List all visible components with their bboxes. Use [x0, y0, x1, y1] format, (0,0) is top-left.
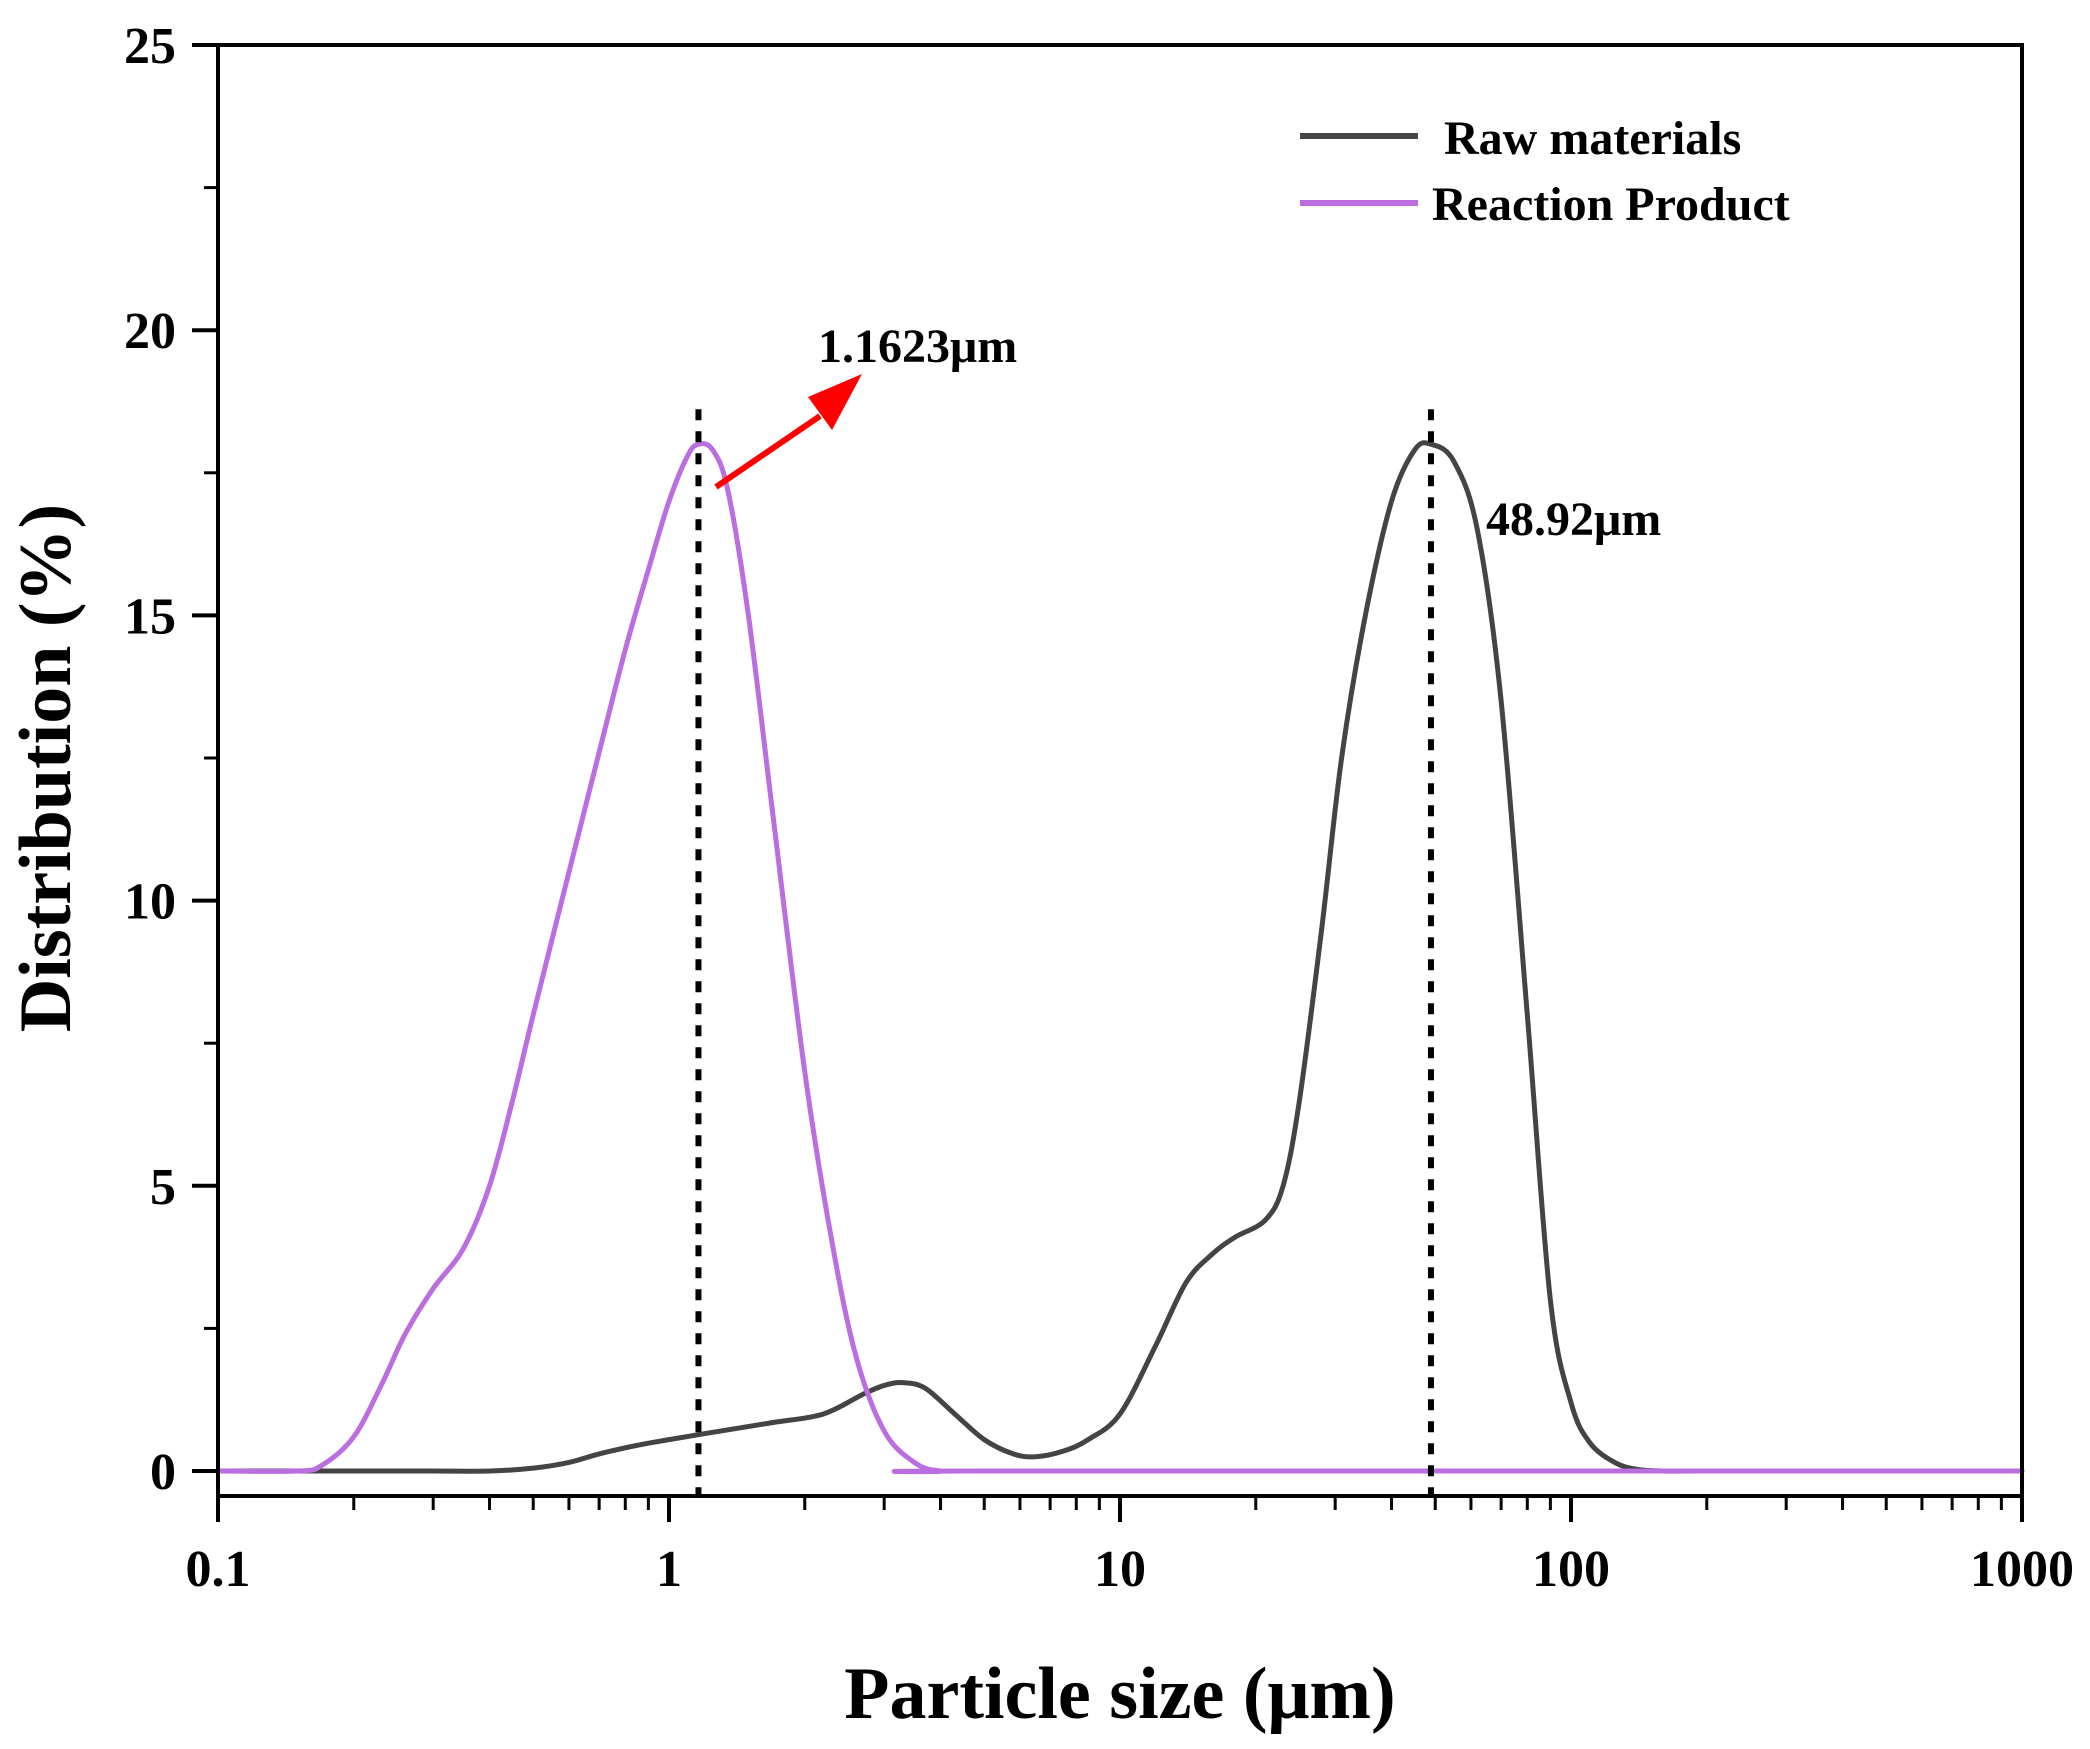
- series-line-raw-materials: [215, 440, 2025, 1474]
- annotation-label-raw-peak: 48.92μm: [1486, 493, 1661, 546]
- y-tick-label-10: 10: [124, 874, 176, 931]
- legend: Raw materials Reaction Product: [1300, 112, 1790, 231]
- x-tick-label-1: 1: [656, 1541, 682, 1598]
- x-axis-title: Particle size (μm): [844, 1653, 1395, 1735]
- annotation-label-product-peak: 1.1623μm: [818, 320, 1017, 373]
- y-tick-label-5: 5: [150, 1159, 176, 1216]
- annotations: 1.1623μm 48.92μm: [714, 320, 1661, 546]
- y-tick-label-0: 0: [150, 1444, 176, 1501]
- plot-frame: [216, 43, 2024, 1498]
- axes-layer: 0 5 10 15 20 25 0.1 1 10 100 1000: [124, 18, 2074, 1598]
- x-tick-label-100: 100: [1532, 1541, 1610, 1598]
- y-tick-label-20: 20: [124, 303, 176, 360]
- series-line-reaction-product: [215, 441, 2025, 1475]
- x-tick-label-10: 10: [1094, 1541, 1146, 1598]
- legend-label-raw-materials: Raw materials: [1444, 112, 1741, 165]
- y-tick-label-15: 15: [124, 588, 176, 645]
- plot-layer: [215, 409, 2025, 1496]
- y-tick-label-25: 25: [124, 18, 176, 75]
- annotation-arrow: [714, 413, 822, 490]
- x-tick-label-1000: 1000: [1970, 1541, 2074, 1598]
- x-tick-label-0.1: 0.1: [186, 1541, 251, 1598]
- annotation-arrowhead: [808, 374, 862, 430]
- y-axis-title: Distribution (%): [5, 504, 87, 1032]
- legend-label-reaction-product: Reaction Product: [1432, 178, 1790, 231]
